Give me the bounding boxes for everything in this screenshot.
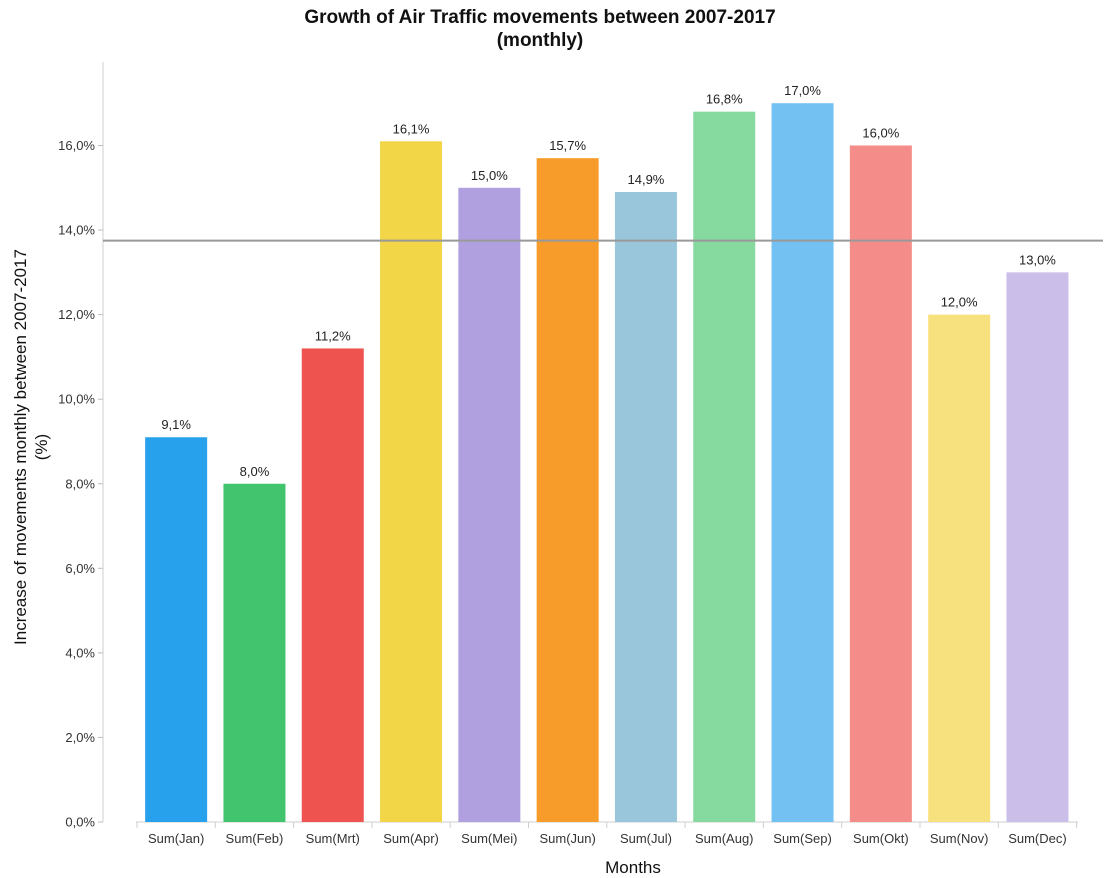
bar <box>1006 272 1069 822</box>
x-tick-label: Sum(Okt) <box>853 831 909 846</box>
x-tick-label: Sum(Feb) <box>226 831 284 846</box>
x-tick-label: Sum(Sep) <box>773 831 832 846</box>
bar-value-label: 8,0% <box>240 464 270 479</box>
x-tick-label: Sum(Nov) <box>930 831 989 846</box>
bar-value-label: 12,0% <box>941 295 978 310</box>
x-axis-label: Months <box>605 858 661 877</box>
bar <box>458 187 521 822</box>
bar-value-label: 15,0% <box>471 168 508 183</box>
bar-value-label: 9,1% <box>161 417 191 432</box>
y-tick-label: 2,0% <box>65 730 95 745</box>
bar-value-label: 14,9% <box>628 172 665 187</box>
bar <box>145 437 208 822</box>
bar-value-label: 15,7% <box>549 138 586 153</box>
y-tick-label: 8,0% <box>65 476 95 491</box>
y-tick-label: 14,0% <box>58 223 95 238</box>
x-tick-label: Sum(Dec) <box>1008 831 1067 846</box>
bar <box>771 103 834 822</box>
x-tick-label: Sum(Mrt) <box>306 831 360 846</box>
x-tick-label: Sum(Apr) <box>383 831 439 846</box>
bars <box>145 103 1069 823</box>
bar <box>536 158 599 822</box>
x-tick-label: Sum(Aug) <box>695 831 754 846</box>
bar <box>614 192 677 822</box>
bar <box>693 111 756 823</box>
bar-value-label: 17,0% <box>784 83 821 98</box>
bar-value-label: 16,8% <box>706 92 743 107</box>
bar <box>380 141 443 823</box>
bar-value-label: 16,0% <box>862 126 899 141</box>
bar <box>849 145 912 822</box>
y-tick-label: 0,0% <box>65 815 95 830</box>
x-tick-label: Sum(Jul) <box>620 831 672 846</box>
axes: 0,0% 2,0% 4,0% 6,0% 8,0% 10,0% 12,0% 14,0% 16,0%… <box>58 62 1078 846</box>
x-tick-label: Sum(Mei) <box>461 831 517 846</box>
chart-title: Growth of Air Traffic movements between … <box>304 7 776 51</box>
x-tick-label: Sum(Jun) <box>539 831 595 846</box>
bar-value-label: 13,0% <box>1019 252 1056 267</box>
y-tick-label: 12,0% <box>58 307 95 322</box>
y-tick-label: 16,0% <box>58 138 95 153</box>
y-tick-label: 6,0% <box>65 561 95 576</box>
y-tick-label: 10,0% <box>58 392 95 407</box>
bar-value-label: 11,2% <box>315 328 351 343</box>
y-tick-label: 4,0% <box>65 645 95 660</box>
value-labels: 9,1% 8,0% 11,2% 16,1% 15,0% 15,7% 14,9% 16,8% 17… <box>161 83 1056 479</box>
bar <box>928 314 991 822</box>
bar-value-label: 16,1% <box>393 121 430 136</box>
x-tick-label: Sum(Jan) <box>148 831 204 846</box>
bar <box>301 348 364 822</box>
bar <box>223 483 286 822</box>
